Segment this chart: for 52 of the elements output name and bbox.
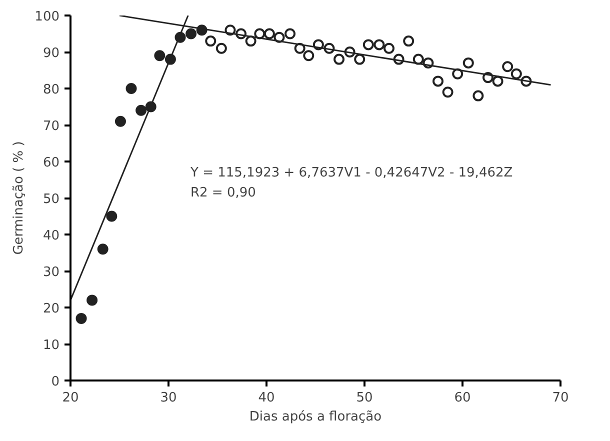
- point: [472, 90, 484, 102]
- x-tick-label: 70: [552, 390, 569, 406]
- point: [492, 76, 504, 87]
- point: [374, 39, 385, 50]
- point: [432, 76, 444, 87]
- y-tick-label: 70: [42, 119, 60, 134]
- x-tick-label: 30: [160, 390, 177, 406]
- annotation: Y = 115,1923 + 6,7637V1 - 0,42647V2 - 19,462Z: [190, 166, 513, 180]
- point: [384, 42, 394, 54]
- point: [403, 36, 414, 47]
- point: [154, 50, 166, 62]
- point: [245, 36, 256, 47]
- y-tick-label: 80: [42, 82, 60, 98]
- point: [284, 28, 296, 40]
- annotation: R2 = 0,90: [190, 186, 256, 200]
- point: [205, 36, 216, 47]
- point: [264, 28, 275, 40]
- point: [76, 312, 87, 324]
- y-tick-label: 30: [42, 265, 60, 280]
- x-tick-label: 50: [356, 390, 373, 406]
- point: [412, 54, 424, 65]
- point: [354, 54, 366, 65]
- point: [114, 116, 126, 127]
- y-tick-label: 10: [42, 338, 60, 353]
- x-axis-title: Dias após a floração: [249, 410, 382, 424]
- y-tick-label: 50: [42, 192, 60, 207]
- x-tick-label: 40: [258, 390, 275, 406]
- point: [334, 54, 345, 65]
- point: [462, 57, 474, 68]
- point: [502, 61, 514, 72]
- point: [362, 39, 374, 50]
- y-tick-label: 60: [42, 156, 60, 170]
- point: [97, 244, 108, 255]
- point: [303, 50, 314, 62]
- y-tick-label: 20: [42, 302, 60, 316]
- y-tick-label: 100: [34, 10, 60, 24]
- x-tick-label: 60: [454, 390, 471, 406]
- point: [452, 68, 464, 80]
- point: [294, 42, 306, 54]
- point: [216, 42, 227, 54]
- point: [86, 294, 98, 306]
- point: [136, 104, 147, 116]
- y-axis-title: Germinação ( % ): [12, 141, 27, 255]
- point: [186, 28, 197, 40]
- y-tick-label: 40: [42, 228, 60, 244]
- point: [442, 86, 454, 98]
- x-tick-label: 20: [62, 390, 79, 406]
- point: [106, 210, 118, 222]
- point: [126, 83, 137, 94]
- y-tick-label: 90: [42, 46, 60, 61]
- point: [510, 68, 522, 80]
- y-tick-label: 0: [51, 374, 60, 390]
